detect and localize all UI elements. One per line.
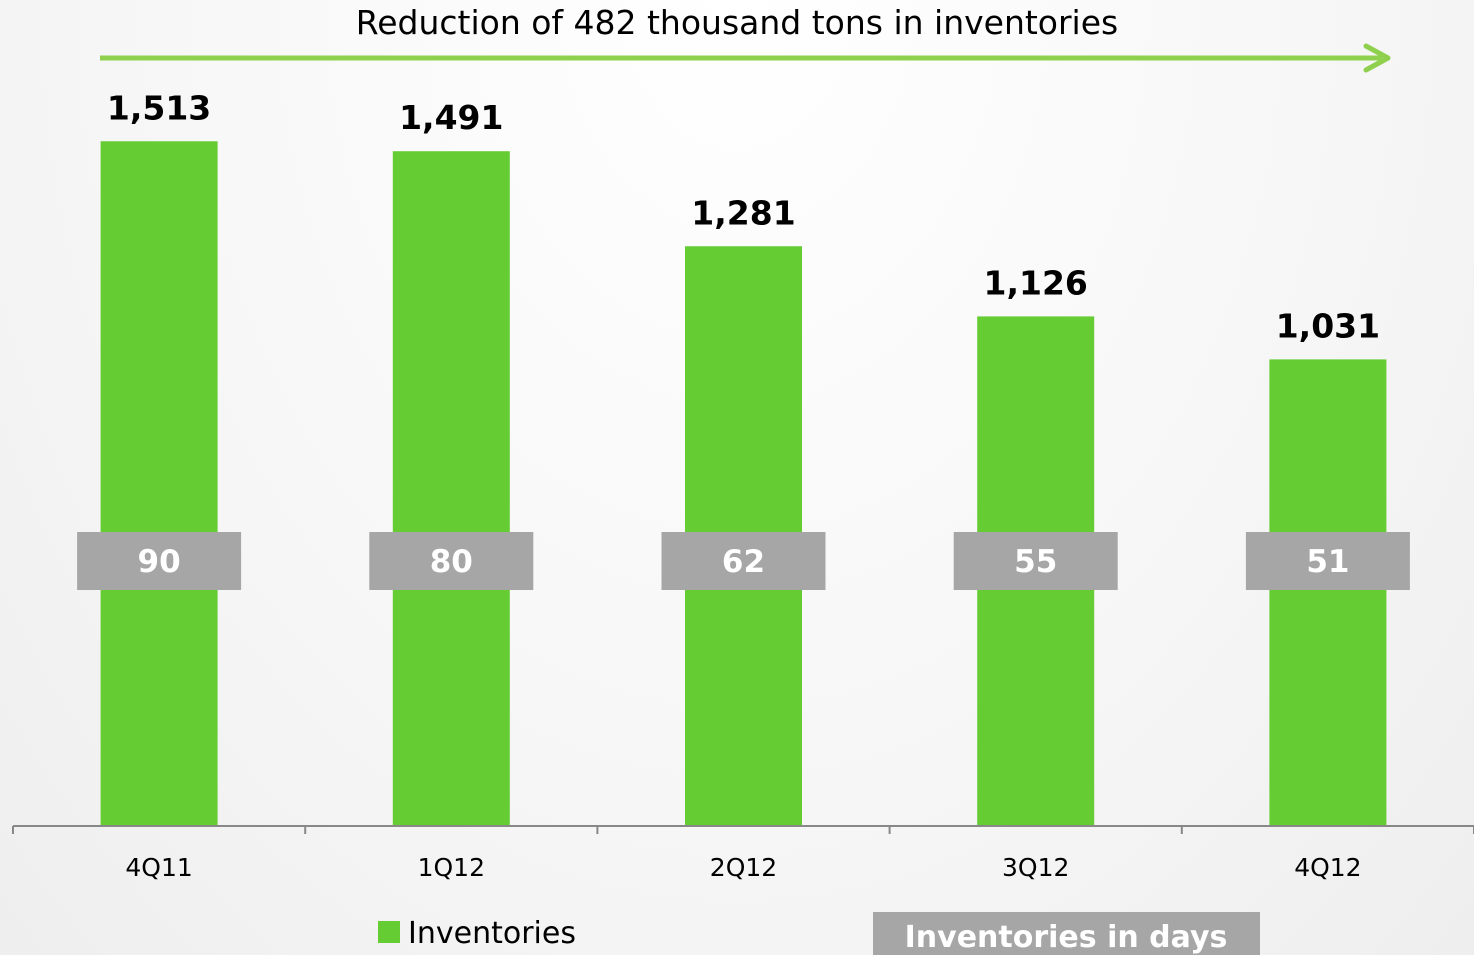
value-label-4q12: 1,031 [1276, 306, 1380, 345]
days-box-3q12 [953, 532, 1118, 590]
reduction-arrow-head [1363, 43, 1391, 73]
days-box-4q11 [77, 532, 242, 590]
x-tick-label-2q12: 2Q12 [710, 853, 777, 882]
days-label-4q11: 90 [138, 544, 181, 580]
bar-4q12 [1269, 359, 1387, 826]
inventory-days-boxes: 90 80 62 55 51 [77, 532, 1410, 590]
days-label-1q12: 80 [430, 544, 473, 580]
days-label-3q12: 55 [1014, 544, 1057, 580]
legend-days-label: Inventories in days [905, 920, 1228, 955]
inventory-value-labels: 1,513 1,491 1,281 1,126 1,031 [107, 88, 1380, 345]
value-label-1q12: 1,491 [399, 98, 503, 137]
reduction-banner: Reduction of 482 thousand tons in invent… [100, 3, 1391, 73]
legend-inventories-swatch [378, 921, 400, 943]
x-tick-label-1q12: 1Q12 [418, 853, 485, 882]
x-tick-label-4q11: 4Q11 [125, 853, 192, 882]
x-axis: 4Q11 1Q12 2Q12 3Q12 4Q12 [12, 825, 1474, 882]
days-label-2q12: 62 [722, 544, 765, 580]
reduction-annotation: Reduction of 482 thousand tons in invent… [356, 3, 1118, 42]
days-box-2q12 [661, 532, 826, 590]
x-tick-label-3q12: 3Q12 [1002, 853, 1069, 882]
bar-1q12 [392, 151, 510, 826]
legend-days-box [873, 912, 1260, 955]
legend: Inventories Inventories in days [378, 912, 1260, 955]
legend-inventories-label: Inventories [408, 916, 576, 951]
value-label-2q12: 1,281 [691, 193, 795, 232]
days-box-4q12 [1245, 532, 1410, 590]
value-label-3q12: 1,126 [984, 263, 1088, 302]
inventory-bars [100, 141, 1387, 827]
days-label-4q12: 51 [1306, 544, 1349, 580]
bar-4q11 [100, 141, 218, 827]
days-box-1q12 [369, 532, 534, 590]
x-tick-label-4q12: 4Q12 [1294, 853, 1361, 882]
value-label-4q11: 1,513 [107, 88, 211, 127]
